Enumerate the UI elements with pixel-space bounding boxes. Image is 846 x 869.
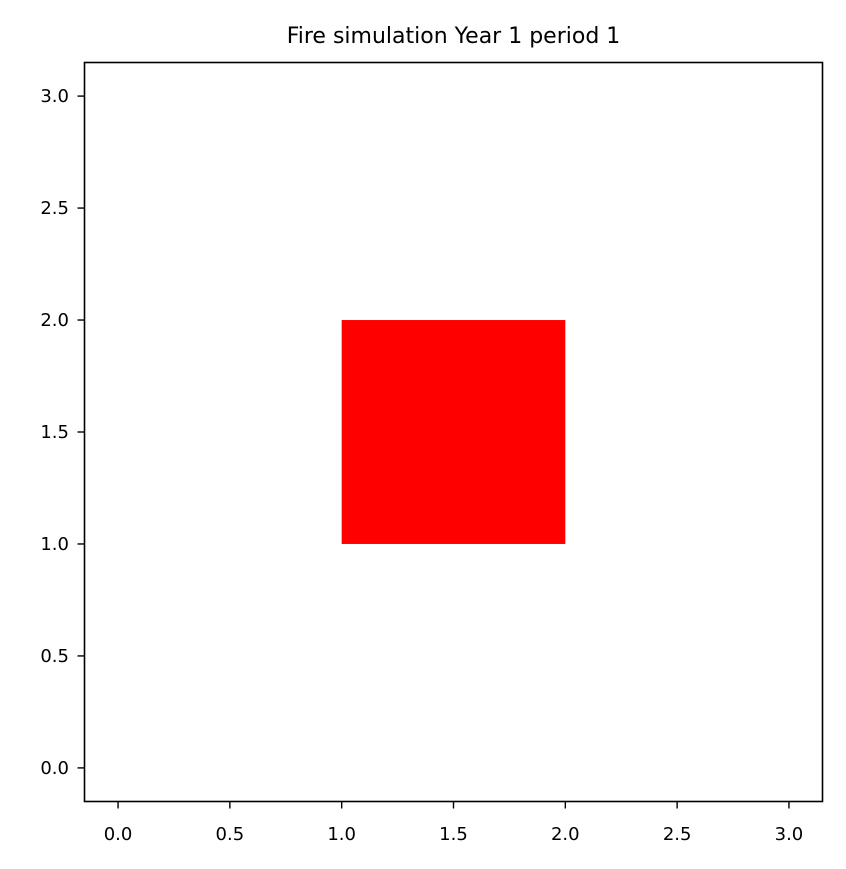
y-tick-label-5: 2.5	[40, 198, 69, 219]
x-tick-label-6: 3.0	[775, 824, 804, 845]
chart-title: Fire simulation Year 1 period 1	[287, 24, 621, 49]
x-tick-label-4: 2.0	[551, 824, 580, 845]
y-tick-label-2: 1.0	[40, 534, 69, 555]
tick-labels: 0.0 0.5 1.0 1.5 2.0 2.5 3.0 0.0 0.5 1.0 1.5 2.0 2.5 3…	[40, 86, 803, 845]
y-tick-label-0: 0.0	[40, 758, 69, 779]
axes-frame	[83, 61, 824, 803]
x-tick-label-0: 0.0	[104, 824, 133, 845]
x-tick-label-2: 1.0	[327, 824, 356, 845]
x-tick-label-1: 0.5	[216, 824, 245, 845]
y-tick-label-1: 0.5	[40, 646, 69, 667]
plot-area	[341, 320, 566, 544]
x-tick-label-3: 1.5	[439, 824, 468, 845]
y-tick-label-3: 1.5	[40, 422, 69, 443]
y-tick-label-4: 2.0	[40, 310, 69, 331]
tick-marks	[77, 95, 790, 809]
y-tick-label-6: 3.0	[40, 86, 69, 107]
x-tick-label-5: 2.5	[663, 824, 692, 845]
fire-cell-0	[341, 320, 566, 544]
